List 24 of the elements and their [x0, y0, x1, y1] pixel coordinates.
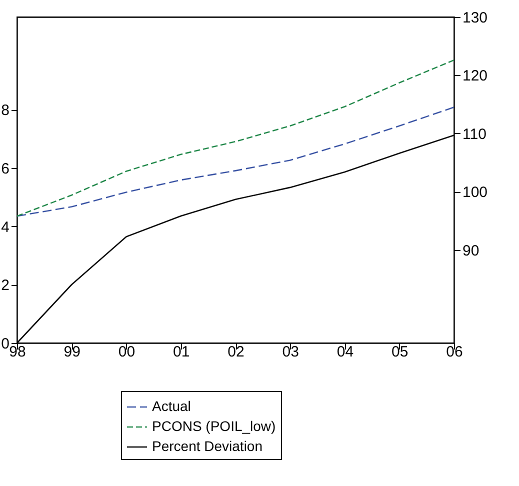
line-series	[16, 106, 455, 217]
legend-label: Actual	[152, 398, 191, 414]
y2-tick-label: 120	[462, 68, 488, 85]
x-tick-label: 99	[64, 344, 80, 360]
x-tick-label: 05	[392, 344, 408, 360]
x-tick-label: 03	[282, 344, 299, 360]
y2-tick-label: 90	[462, 242, 480, 260]
legend-label: PCONS (POIL_low)	[152, 418, 276, 434]
x-tick-label: 04	[336, 344, 354, 360]
x-tick-label: 02	[228, 344, 244, 360]
y2-tick-label: 100	[462, 184, 488, 202]
y-tick-label: 2	[1, 277, 10, 294]
x-tick-label: 98	[9, 344, 26, 360]
y2-tick-label: 130	[462, 10, 488, 26]
x-tick-label: 01	[173, 344, 190, 360]
legend-label: Percent Deviation	[152, 438, 263, 454]
y-tick-label: 4	[1, 218, 10, 236]
y2-tick-label: 110	[462, 126, 486, 143]
y-tick-label: 0	[1, 336, 10, 352]
x-tick-label: 06	[446, 344, 463, 360]
line-series	[16, 59, 455, 217]
y-tick-label: 8	[1, 102, 10, 120]
y-tick-label: 6	[1, 160, 10, 178]
x-tick-label: 00	[118, 344, 136, 360]
